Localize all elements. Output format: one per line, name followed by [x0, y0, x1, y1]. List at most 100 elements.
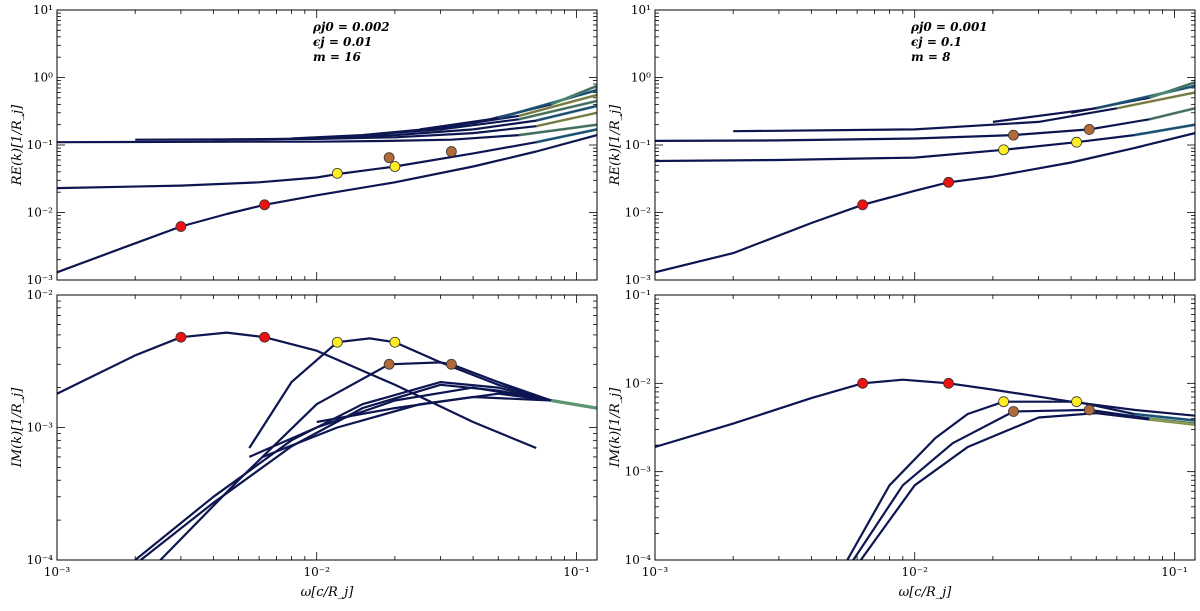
series-line-fundamental — [655, 132, 1195, 274]
series-line-body-1 — [248, 337, 597, 449]
marker-red — [259, 331, 271, 343]
y-tick-label: 10¹ — [33, 3, 53, 17]
series-line-fundamental — [57, 331, 537, 450]
marker-yellow — [998, 144, 1010, 156]
marker-yellow — [389, 161, 401, 172]
marker-yellow — [331, 167, 343, 179]
y-tick-label: 10⁰ — [631, 71, 651, 85]
y-tick-label: 10⁻³ — [27, 421, 54, 435]
series-line-body-3 — [859, 412, 1195, 560]
series-tail-body-1 — [535, 127, 597, 144]
series-tail-body-5 — [518, 99, 597, 121]
marker-red — [259, 199, 271, 211]
x-tick-label: 10⁻¹ — [563, 565, 589, 579]
marker-brown — [445, 358, 457, 370]
series-line-body-2 — [852, 408, 1195, 560]
marker-yellow — [331, 336, 343, 348]
parameter-annotation: m = 16 — [313, 50, 361, 64]
series-tail-body-6 — [518, 93, 597, 118]
panel-bottom-right: 10⁻⁴10⁻³10⁻²10⁻¹10⁻³ 10⁻² 10⁻¹IM(k)[1/R_j]… — [608, 288, 1196, 600]
series-group — [57, 84, 597, 274]
x-tick-label: 10⁻² — [902, 565, 929, 579]
marker-brown — [1008, 406, 1019, 417]
marker-yellow — [1071, 136, 1082, 148]
marker-brown — [1083, 404, 1095, 416]
marker-yellow — [1071, 396, 1082, 408]
y-tick-label: 10⁻³ — [625, 465, 652, 479]
axis-ticks — [654, 10, 1195, 281]
series-tail-body-5 — [1148, 80, 1195, 100]
y-tick-label: 10⁻³ — [625, 273, 652, 287]
marker-red — [857, 199, 869, 211]
marker-brown — [1008, 129, 1019, 141]
parameter-annotation: ϵj = 0.01 — [313, 35, 372, 49]
parameter-annotation: m = 8 — [911, 50, 951, 64]
panel-frame — [56, 9, 598, 281]
series-tail-body-3 — [1116, 91, 1195, 110]
series-tail-body-4 — [535, 104, 597, 123]
series-line-body-4 — [140, 383, 597, 560]
series-line-body-1 — [846, 400, 1195, 560]
series-tail-body-3 — [535, 111, 597, 128]
marker-brown — [1083, 124, 1095, 135]
series-tail-body-4 — [1095, 84, 1195, 110]
panel-top-right: 10⁻³ 10⁻² 10⁻¹ 10⁰ 10¹ RE(k)[1/R_j] ρj0 = 0.00… — [608, 3, 1196, 287]
series-tail-body-1 — [1133, 123, 1195, 137]
y-tick-label: 10⁻² — [27, 288, 54, 302]
series-tail-body-2 — [518, 123, 597, 137]
series-line-body-3 — [733, 91, 1195, 133]
y-tick-label: 10⁻³ — [27, 273, 54, 287]
panel-frame — [654, 9, 1196, 281]
series-group — [655, 80, 1195, 274]
panel-bottom-left: 10⁻⁴10⁻³10⁻²10⁻³ 10⁻² 10⁻¹IM(k)[1/R_j]ω[c/… — [10, 288, 598, 600]
marker-yellow — [389, 336, 401, 348]
panel-top-left: 10⁻³ 10⁻² 10⁻¹ 10⁰ 10¹ RE(k)[1/R_j] ρj0 = 0.00… — [10, 3, 598, 287]
series-tail-body-3 — [1149, 418, 1195, 427]
y-axis-label: IM(k)[1/R_j] — [608, 387, 623, 469]
x-tick-label: 10⁻¹ — [1161, 565, 1187, 579]
y-tick-label: 10⁻¹ — [625, 288, 651, 302]
series-line-fundamental — [57, 134, 597, 274]
series-tail-body-7 — [497, 88, 597, 120]
series-group — [57, 331, 597, 560]
x-axis-label: ω[c/R_j] — [301, 585, 355, 600]
marker-brown — [445, 146, 457, 157]
y-tick-label: 10⁻⁴ — [27, 553, 54, 567]
y-axis-label: RE(k)[1/R_j] — [608, 104, 623, 186]
y-tick-label: 10⁻¹ — [27, 138, 53, 152]
y-tick-label: 10⁰ — [33, 71, 53, 85]
y-tick-label: 10⁻² — [27, 206, 54, 220]
y-tick-label: 10⁻⁴ — [625, 553, 652, 567]
series-line-body-2 — [655, 107, 1195, 142]
marker-red — [857, 377, 869, 389]
marker-brown — [383, 358, 395, 370]
series-line-body-2 — [159, 361, 597, 560]
series-group — [655, 378, 1195, 560]
marker-yellow — [998, 396, 1010, 408]
y-tick-label: 10⁻¹ — [625, 138, 651, 152]
x-tick-label: 10⁻³ — [642, 565, 669, 579]
x-tick-label: 10⁻² — [304, 565, 331, 579]
series-line-body-3 — [134, 381, 597, 560]
series-tail-body-7 — [551, 399, 597, 410]
panel-frame — [56, 294, 598, 561]
parameter-annotation: ϵj = 0.1 — [911, 35, 962, 49]
y-tick-label: 10⁻² — [625, 206, 652, 220]
axis-ticks — [654, 295, 1195, 561]
y-tick-label: 10¹ — [631, 3, 651, 17]
marker-brown — [383, 152, 395, 164]
y-axis-label: IM(k)[1/R_j] — [10, 387, 25, 469]
series-tail-body-1 — [1134, 412, 1195, 422]
parameter-annotation: ρj0 = 0.002 — [312, 20, 390, 34]
y-tick-label: 10⁻² — [625, 376, 652, 390]
marker-red — [943, 377, 954, 389]
marker-red — [943, 176, 954, 188]
marker-red — [175, 331, 187, 343]
x-tick-label: 10⁻³ — [44, 565, 71, 579]
series-line-fundamental — [655, 378, 1195, 449]
series-tail-body-2 — [1148, 106, 1195, 121]
series-tail-body-8 — [550, 84, 597, 106]
marker-red — [175, 221, 187, 232]
y-axis-label: RE(k)[1/R_j] — [10, 104, 25, 186]
